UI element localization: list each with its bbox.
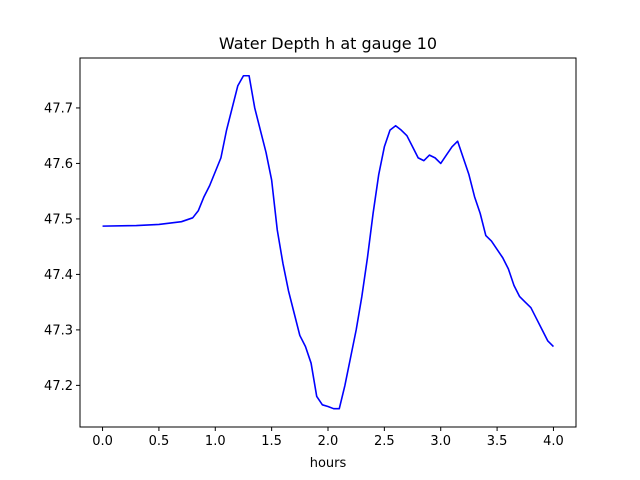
x-tick-label: 3.5 (487, 434, 508, 449)
x-tick-label: 2.0 (318, 434, 339, 449)
chart-title: Water Depth h at gauge 10 (219, 34, 437, 53)
y-tick-label: 47.3 (44, 323, 73, 338)
y-tick-label: 47.7 (44, 101, 73, 116)
x-tick-label: 2.5 (374, 434, 395, 449)
y-tick-label: 47.4 (44, 268, 73, 283)
plot-area (102, 74, 555, 410)
y-tick-label: 47.6 (44, 157, 73, 172)
x-axis-label: hours (310, 456, 347, 471)
x-tick-label: 3.0 (430, 434, 451, 449)
x-tick-label: 0.5 (149, 434, 170, 449)
x-tick-label: 4.0 (543, 434, 564, 449)
axes: 0.0 0.5 1.0 1.5 2.0 2.5 3.0 3.5 4.0 47.2 47.3 47.4 4… (44, 57, 577, 449)
series-line-0 (102, 74, 555, 410)
y-tick-label: 47.2 (44, 379, 73, 394)
x-tick-label: 1.5 (261, 434, 282, 449)
x-tick-label: 1.0 (205, 434, 226, 449)
y-tick-label: 47.5 (44, 212, 73, 227)
x-tick-label: 0.0 (92, 434, 113, 449)
